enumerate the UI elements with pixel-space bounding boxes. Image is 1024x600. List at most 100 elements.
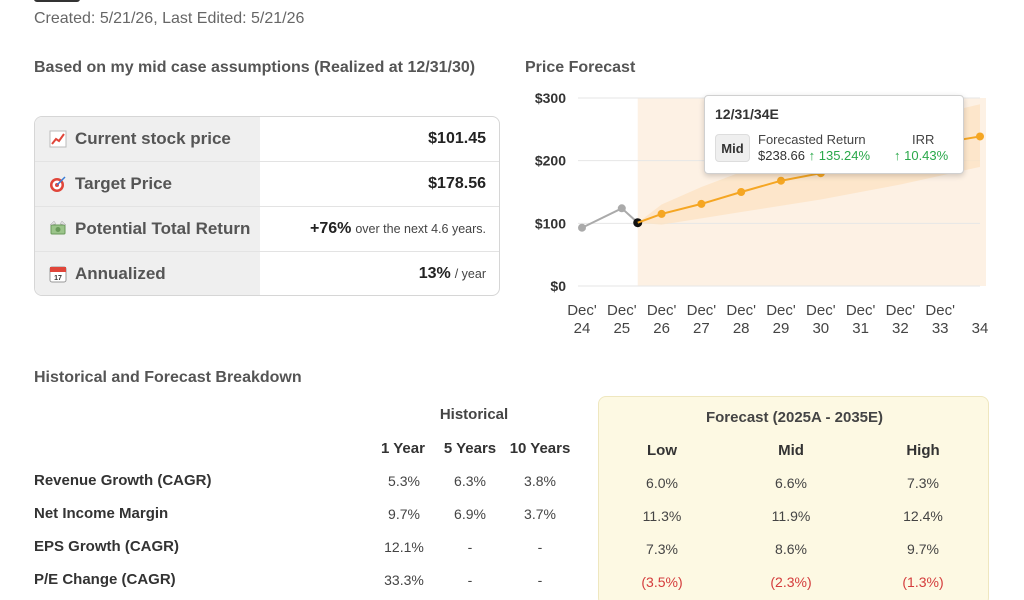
historical-cell: 12.1% [384, 539, 424, 555]
historical-cell: - [537, 572, 543, 588]
breakdown-row-label: Revenue Growth (CAGR) [34, 472, 212, 489]
historical-cell: - [467, 539, 473, 555]
forecast-header: Forecast (2025A - 2035E) [705, 409, 884, 426]
summary-row-current-price: Current stock price $101.45 [35, 117, 499, 162]
x-tick-label: Dec' [567, 302, 597, 319]
tooltip-date: 12/31/34E [715, 106, 779, 122]
forecast-point [657, 209, 666, 218]
page-title-fragment [34, 0, 80, 2]
col-head-1-year: 1 Year [381, 440, 425, 457]
x-tick-label: Dec' [726, 302, 756, 319]
total-return-suffix: over the next 4.6 years. [355, 222, 486, 236]
y-tick-label: $100 [535, 215, 566, 231]
x-tick-label: 27 [693, 320, 710, 337]
x-tick-label: Dec' [925, 302, 955, 319]
x-tick-label: 28 [733, 320, 750, 337]
x-tick-label: Dec' [846, 302, 876, 319]
y-tick-label: $300 [535, 90, 566, 106]
historical-point [633, 218, 643, 228]
x-tick-label: Dec' [766, 302, 796, 319]
y-tick-label: $200 [535, 153, 566, 169]
historical-header: Historical [439, 406, 509, 423]
breakdown-row-label: P/E Change (CAGR) [34, 571, 176, 588]
total-return-value: +76% [309, 220, 352, 237]
target-icon [47, 173, 69, 195]
x-tick-label: 34 [972, 320, 989, 337]
forecast-cell: 11.9% [771, 508, 811, 524]
forecast-cell: (2.3%) [770, 574, 812, 590]
x-tick-label: 30 [812, 320, 829, 337]
assumptions-heading: Based on my mid case assumptions (Realiz… [34, 59, 476, 76]
svg-text:17: 17 [54, 275, 62, 282]
x-tick-label: 24 [574, 320, 591, 337]
forecast-cell: 7.3% [646, 541, 678, 557]
forecast-cell: 12.4% [903, 508, 943, 524]
x-tick-label: 33 [932, 320, 949, 337]
forecast-point [777, 176, 785, 185]
forecast-cell: 9.7% [907, 541, 939, 557]
col-head-mid: Mid [778, 442, 804, 459]
historical-point [617, 204, 626, 213]
summary-label: Current stock price [75, 129, 231, 148]
historical-cell: 9.7% [388, 506, 420, 522]
chart-tooltip: 12/31/34E Mid Forecasted Return $238.66 … [704, 95, 964, 174]
chart-increasing-icon [47, 128, 69, 150]
x-tick-label: Dec' [886, 302, 916, 319]
money-wings-icon [47, 218, 69, 240]
x-tick-label: Dec' [806, 302, 836, 319]
historical-cell: 3.7% [524, 506, 556, 522]
forecast-cell: 11.3% [642, 508, 682, 524]
historical-line [581, 207, 639, 229]
breakdown-row-label: Net Income Margin [34, 505, 169, 522]
summary-row-target-price: Target Price $178.56 [35, 162, 499, 207]
tooltip-return-pct: ↑ 135.24% [808, 148, 871, 163]
tooltip-irr-label: IRR [912, 132, 935, 147]
tooltip-return-price: $238.66 [758, 148, 805, 163]
x-tick-label: 25 [613, 320, 630, 337]
x-tick-label: Dec' [647, 302, 677, 319]
x-tick-label: 31 [852, 320, 869, 337]
x-tick-label: Dec' [607, 302, 637, 319]
summary-label: Target Price [75, 174, 173, 193]
tooltip-return-label: Forecasted Return [758, 132, 866, 147]
forecast-cell: (3.5%) [641, 574, 683, 590]
annualized-value: 13% [418, 265, 451, 282]
x-tick-label: 26 [653, 320, 670, 337]
historical-cell: 5.3% [388, 473, 420, 489]
y-tick-label: $0 [550, 278, 566, 294]
historical-cell: 33.3% [384, 572, 424, 588]
created-edited-text: Created: 5/21/26, Last Edited: 5/21/26 [34, 10, 305, 27]
historical-cell: 6.9% [454, 506, 486, 522]
forecast-cell: 8.6% [775, 541, 807, 557]
col-head-low: Low [647, 442, 677, 459]
x-tick-label: 32 [892, 320, 909, 337]
forecast-cell: 6.6% [775, 475, 807, 491]
summary-label: Annualized [75, 264, 166, 283]
historical-cell: - [467, 572, 473, 588]
summary-row-annualized: 17 Annualized 13% / year [35, 252, 499, 295]
historical-cell: - [537, 539, 543, 555]
target-price-value: $178.56 [428, 175, 486, 192]
summary-row-total-return: Potential Total Return +76% over the nex… [35, 207, 499, 252]
col-head-10-years: 10 Years [509, 440, 571, 457]
price-forecast-heading: Price Forecast [525, 59, 636, 76]
forecast-panel: Forecast (2025A - 2035E) Low Mid High 6.… [598, 396, 989, 600]
historical-cell: 3.8% [524, 473, 556, 489]
forecast-point [697, 199, 706, 208]
tooltip-irr-value: ↑ 10.43% [894, 148, 949, 163]
x-tick-label: Dec' [687, 302, 717, 319]
breakdown-row-label: EPS Growth (CAGR) [34, 538, 179, 555]
forecast-cell: 7.3% [907, 475, 939, 491]
tooltip-case-badge: Mid [715, 134, 750, 162]
breakdown-heading: Historical and Forecast Breakdown [34, 369, 302, 386]
forecast-point [737, 188, 746, 196]
col-head-5-years: 5 Years [443, 440, 497, 457]
forecast-cell: 6.0% [646, 475, 678, 491]
summary-label: Potential Total Return [75, 219, 251, 238]
col-head-high: High [906, 442, 940, 459]
historical-cell: 6.3% [454, 473, 486, 489]
forecast-cell: (1.3%) [902, 574, 944, 590]
x-tick-label: 29 [773, 320, 790, 337]
annualized-suffix: / year [454, 267, 486, 281]
current-price-value: $101.45 [428, 130, 486, 147]
